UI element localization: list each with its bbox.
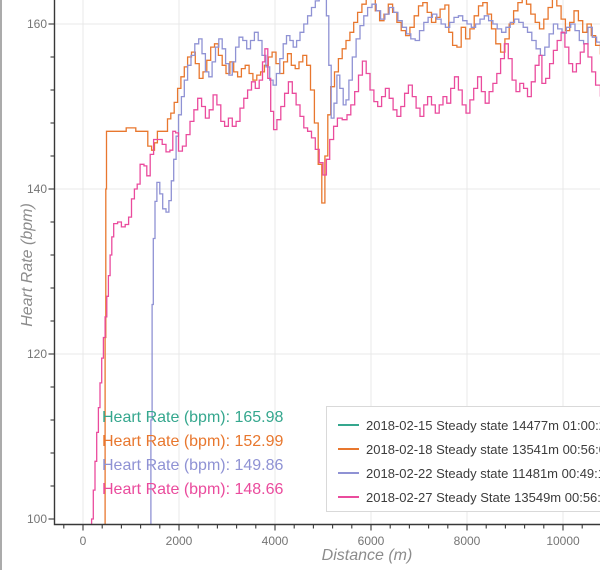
legend-swatch-line — [338, 424, 359, 426]
tick-labels: 0 2000 4000 6000 8000 10000 100 120 140 160 — [27, 17, 580, 548]
y-tick-label: 100 — [27, 512, 47, 526]
x-tick-label: 0 — [80, 534, 87, 548]
series-line — [150, 0, 600, 524]
y-axis-title: Heart Rate (bpm) — [19, 203, 36, 327]
axes — [53, 0, 600, 526]
legend-item[interactable]: 2018-02-18 Steady state 13541m 00:56:0 — [338, 437, 600, 461]
x-tick-label: 8000 — [454, 534, 481, 548]
legend-swatch-line — [338, 496, 359, 498]
legend-item[interactable]: 2018-02-27 Steady State 13549m 00:56:4 — [338, 485, 600, 509]
legend-swatch-line — [338, 472, 359, 474]
x-tick-label: 2000 — [166, 534, 193, 548]
heart-rate-readout-row: Heart Rate (bpm): 152.99 — [102, 433, 284, 450]
series-lines — [90, 0, 600, 524]
heart-rate-readout: Heart Rate (bpm): 165.98 Heart Rate (bpm)… — [102, 406, 283, 502]
series-line — [90, 31, 600, 524]
heart-rate-readout-row: Heart Rate (bpm): 148.66 — [102, 481, 284, 498]
heart-rate-readout-row: Heart Rate (bpm): 165.98 — [102, 409, 284, 426]
x-tick-label: 10000 — [546, 534, 580, 548]
legend-item-label: 2018-02-18 Steady state 13541m 00:56:0 — [366, 441, 600, 457]
legend-item-label: 2018-02-27 Steady State 13549m 00:56:4 — [366, 489, 600, 505]
legend-item[interactable]: 2018-02-22 Steady state 11481m 00:49:1 — [338, 461, 600, 485]
legend: 2018-02-15 Steady state 14477m 01:00:2 20… — [326, 406, 600, 512]
legend-item-label: 2018-02-15 Steady state 14477m 01:00:2 — [366, 417, 600, 433]
axis-lines — [53, 0, 600, 526]
y-tick-label: 120 — [27, 347, 47, 361]
x-tick-label: 4000 — [262, 534, 289, 548]
legend-swatch-line — [338, 448, 359, 450]
y-tick-label: 140 — [27, 182, 47, 196]
legend-item-label: 2018-02-22 Steady state 11481m 00:49:1 — [366, 465, 600, 481]
window-edge-line — [0, 0, 2, 570]
heart-rate-readout-row: Heart Rate (bpm): 149.86 — [102, 457, 284, 474]
x-tick-label: 6000 — [358, 534, 385, 548]
x-axis-title: Distance (m) — [322, 547, 413, 564]
legend-item[interactable]: 2018-02-15 Steady state 14477m 01:00:2 — [338, 413, 600, 437]
axis-ticks — [48, 23, 583, 531]
series-line — [104, 0, 600, 524]
y-tick-label: 160 — [27, 17, 47, 31]
